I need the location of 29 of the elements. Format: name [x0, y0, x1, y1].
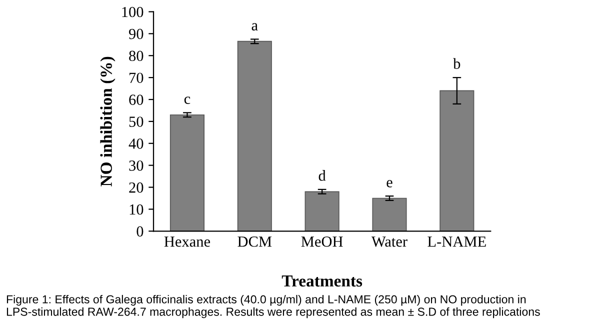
bar [372, 198, 407, 232]
x-tick-label: L-NAME [428, 236, 486, 247]
y-tick-label: 60 [129, 94, 144, 105]
annotation: d [318, 170, 326, 181]
bar [304, 191, 340, 232]
y-tick-label: 90 [129, 28, 144, 40]
y-axis-title: NO inhibition (%) [100, 56, 116, 186]
y-tick-label: 40 [128, 138, 144, 149]
x-tick-label: DCM [238, 236, 272, 247]
annotation: b [453, 58, 460, 69]
y-tick-label: 10 [130, 204, 144, 215]
y-tick-label: 20 [129, 182, 144, 193]
annotation: c [184, 96, 190, 104]
y-tick-label: 30 [129, 160, 144, 171]
y-tick-label: 0 [136, 226, 144, 237]
bar [170, 114, 204, 232]
bar [440, 90, 474, 232]
x-tick-label: MeOH [301, 236, 343, 247]
x-tick-label: Water [371, 236, 408, 247]
x-tick-label: Hexane [164, 236, 210, 247]
y-tick-label: 50 [129, 116, 144, 127]
annotation: a [252, 23, 258, 30]
annotation: e [386, 180, 392, 188]
y-tick-label: 100 [122, 6, 144, 18]
caption: Figure 1: Effects of Galega officinalis extracts (40.0 µg/ml) and L-NAME (250 µM) on NO production in LPS-stimulated RAW-264.7 macrophages. Results were represented as mean ± S.D of three replications [6, 294, 540, 318]
x-axis-title: Treatments [282, 276, 362, 287]
bar [237, 40, 272, 232]
y-tick-label: 70 [130, 72, 144, 84]
y-tick-label: 80 [129, 50, 144, 62]
